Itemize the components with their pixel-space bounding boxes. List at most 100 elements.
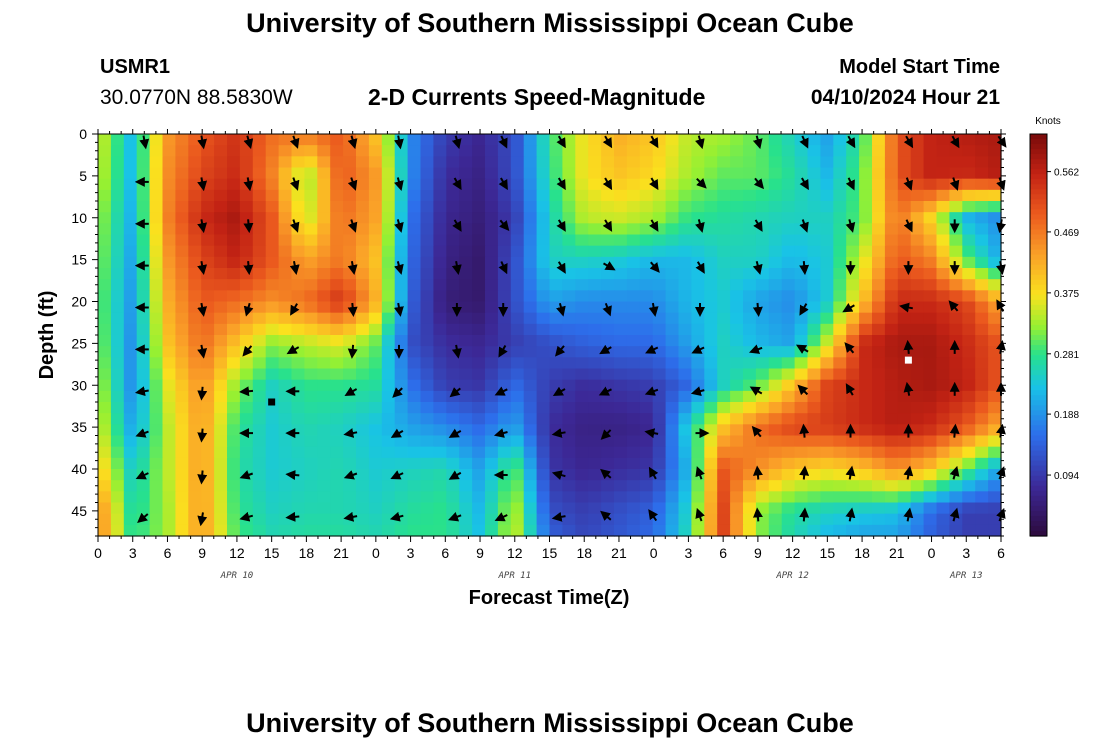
current-arrow: [845, 135, 856, 149]
heat-cell: [394, 513, 409, 526]
heat-cell: [562, 234, 576, 247]
heat-cell: [975, 502, 989, 515]
heat-cell: [833, 513, 847, 526]
heat-cell: [239, 390, 254, 403]
heat-cell: [678, 390, 692, 403]
heat-cell: [872, 491, 886, 504]
heat-cell: [936, 245, 950, 258]
colorbar-tick-label: 0.469: [1054, 228, 1079, 239]
heat-cell: [239, 212, 254, 224]
heat-cell: [368, 256, 383, 269]
heat-cell: [356, 480, 370, 492]
heat-cell: [807, 178, 821, 191]
heat-cell: [317, 335, 331, 347]
heat-cell: [794, 245, 809, 258]
heat-cell: [846, 435, 860, 448]
heat-cell: [962, 346, 976, 358]
heat-cell: [162, 502, 176, 515]
heat-cell: [123, 513, 138, 526]
heat-cell: [98, 312, 112, 325]
heat-cell: [949, 290, 963, 303]
heat-cell: [988, 145, 1002, 157]
heat-cell: [846, 134, 860, 146]
colorbar-segment: [1030, 390, 1047, 396]
heat-cell: [884, 223, 899, 236]
heat-cell: [278, 379, 293, 392]
heat-cell: [343, 212, 357, 224]
heat-cell: [743, 201, 757, 213]
heat-cell: [549, 167, 563, 180]
heat-cell: [175, 279, 189, 291]
colorbar-segment: [1030, 370, 1047, 376]
heat-cell: [291, 201, 305, 213]
heat-cell: [304, 290, 318, 303]
heat-cell: [652, 323, 667, 336]
heat-cell: [962, 524, 976, 537]
colorbar-segment: [1030, 380, 1047, 386]
heat-cell: [820, 424, 834, 437]
current-arrow: [949, 177, 960, 191]
heat-cell: [239, 502, 254, 515]
heat-cell: [988, 312, 1002, 325]
current-arrow: [451, 135, 462, 150]
heat-cell: [368, 156, 383, 169]
heat-cell: [575, 245, 589, 258]
heat-cell: [691, 201, 705, 213]
heat-cell: [678, 357, 692, 370]
heat-cell: [730, 156, 744, 169]
heat-cell: [626, 368, 641, 381]
heat-cell: [639, 189, 654, 202]
heat-cell: [691, 234, 705, 247]
heat-cell: [691, 301, 705, 314]
colorbar-segment: [1030, 219, 1047, 226]
heat-cell: [278, 346, 293, 358]
heat-cell: [988, 156, 1002, 169]
heat-cell: [833, 201, 847, 213]
heat-cell: [149, 201, 164, 213]
current-arrow: [347, 177, 358, 191]
heat-cell: [768, 346, 783, 358]
heat-cell: [988, 491, 1002, 504]
heat-cell: [988, 480, 1002, 492]
colorbar-segment: [1030, 139, 1047, 145]
heat-cell: [485, 480, 499, 492]
heat-cell: [859, 212, 873, 224]
heat-cell: [833, 357, 847, 370]
heat-cell: [368, 469, 383, 481]
heat-cell: [704, 156, 718, 169]
current-arrow: [347, 302, 358, 317]
heat-cell: [910, 323, 925, 336]
heat-cell: [110, 346, 125, 358]
heat-cell: [317, 390, 331, 403]
heat-cell: [601, 145, 615, 157]
heat-cell: [652, 189, 667, 202]
heat-cell: [962, 502, 976, 515]
heat-cell: [910, 335, 925, 347]
heat-cell: [175, 245, 189, 258]
heat-cell: [278, 491, 293, 504]
heat-cell: [588, 323, 602, 336]
heat-cell: [433, 480, 447, 492]
heat-cell: [549, 245, 563, 258]
current-arrow: [903, 507, 914, 522]
heat-cell: [149, 491, 164, 504]
heat-cell: [98, 234, 112, 247]
heat-cell: [781, 223, 796, 236]
heat-cell: [472, 346, 486, 358]
current-arrow: [243, 261, 254, 276]
heat-cell: [265, 234, 280, 247]
heat-cell: [923, 145, 938, 157]
current-arrow: [393, 302, 404, 317]
heat-cell: [459, 212, 473, 224]
heat-cell: [743, 223, 757, 236]
heat-cell: [446, 167, 460, 180]
heat-cell: [123, 402, 138, 414]
heat-cell: [110, 390, 125, 403]
heat-cell: [343, 268, 357, 280]
heat-cell: [420, 480, 434, 492]
heat-cell: [265, 413, 280, 425]
heat-cell: [188, 323, 202, 336]
heat-cell: [704, 368, 718, 381]
heat-cell: [368, 178, 383, 191]
heat-cell: [227, 357, 241, 370]
